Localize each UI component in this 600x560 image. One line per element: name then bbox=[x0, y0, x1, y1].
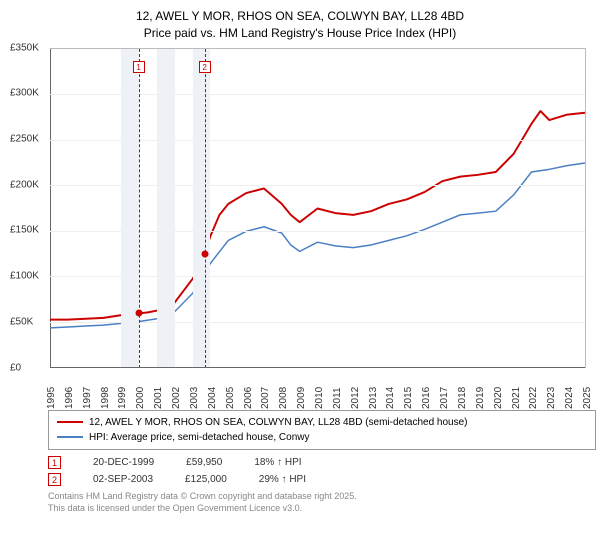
transaction-vline bbox=[205, 49, 206, 368]
transaction-row-1: 1 20-DEC-1999 £59,950 18% ↑ HPI bbox=[48, 456, 590, 469]
x-tick-label: 2022 bbox=[528, 386, 539, 408]
transaction-marker bbox=[135, 309, 142, 316]
x-tick-label: 2005 bbox=[225, 386, 236, 408]
y-tick-label: £150K bbox=[10, 225, 39, 236]
transaction-price-2: £125,000 bbox=[185, 474, 227, 485]
x-tick-label: 2000 bbox=[135, 386, 146, 408]
x-tick-label: 2012 bbox=[350, 386, 361, 408]
x-tick-label: 2008 bbox=[278, 386, 289, 408]
year-band bbox=[157, 49, 175, 368]
transaction-vbadge: 1 bbox=[133, 61, 145, 73]
legend-swatch-property bbox=[57, 421, 83, 423]
x-tick-label: 2016 bbox=[421, 386, 432, 408]
legend-item-property: 12, AWEL Y MOR, RHOS ON SEA, COLWYN BAY,… bbox=[57, 415, 587, 430]
attribution-line1: Contains HM Land Registry data © Crown c… bbox=[48, 490, 590, 503]
y-tick-label: £50K bbox=[10, 316, 33, 327]
y-tick-label: £100K bbox=[10, 271, 39, 282]
year-band bbox=[193, 49, 211, 368]
transaction-badge-1: 1 bbox=[48, 456, 61, 469]
title-block: 12, AWEL Y MOR, RHOS ON SEA, COLWYN BAY,… bbox=[10, 8, 590, 42]
legend: 12, AWEL Y MOR, RHOS ON SEA, COLWYN BAY,… bbox=[48, 410, 596, 450]
x-tick-label: 2013 bbox=[368, 386, 379, 408]
y-tick-label: £300K bbox=[10, 88, 39, 99]
transaction-date-1: 20-DEC-1999 bbox=[93, 457, 154, 468]
x-tick-label: 2015 bbox=[403, 386, 414, 408]
legend-label-property: 12, AWEL Y MOR, RHOS ON SEA, COLWYN BAY,… bbox=[89, 415, 468, 430]
legend-swatch-hpi bbox=[57, 436, 83, 438]
x-tick-label: 2023 bbox=[546, 386, 557, 408]
x-tick-label: 2001 bbox=[153, 386, 164, 408]
x-tick-label: 1997 bbox=[82, 386, 93, 408]
x-tick-label: 2020 bbox=[493, 386, 504, 408]
x-tick-label: 1995 bbox=[46, 386, 57, 408]
x-tick-label: 2014 bbox=[385, 386, 396, 408]
x-tick-label: 1996 bbox=[64, 386, 75, 408]
y-tick-label: £0 bbox=[10, 362, 21, 373]
transaction-delta-1: 18% ↑ HPI bbox=[254, 457, 301, 468]
chart-container: 12, AWEL Y MOR, RHOS ON SEA, COLWYN BAY,… bbox=[0, 0, 600, 521]
x-axis-labels: 1995199619971998199920002001200220032004… bbox=[50, 372, 586, 402]
x-tick-label: 2019 bbox=[475, 386, 486, 408]
x-tick-label: 2018 bbox=[457, 386, 468, 408]
y-tick-label: £250K bbox=[10, 134, 39, 145]
x-tick-label: 1998 bbox=[100, 386, 111, 408]
x-tick-label: 2011 bbox=[332, 387, 343, 409]
transaction-vline bbox=[139, 49, 140, 368]
transaction-marker bbox=[201, 250, 208, 257]
title-subtitle: Price paid vs. HM Land Registry's House … bbox=[10, 25, 590, 42]
x-tick-label: 2010 bbox=[314, 386, 325, 408]
chart-area: 12 1995199619971998199920002001200220032… bbox=[10, 48, 590, 402]
y-tick-label: £200K bbox=[10, 179, 39, 190]
x-tick-label: 2004 bbox=[207, 386, 218, 408]
x-tick-label: 2009 bbox=[296, 386, 307, 408]
transaction-price-1: £59,950 bbox=[186, 457, 222, 468]
x-tick-label: 2024 bbox=[564, 386, 575, 408]
legend-label-hpi: HPI: Average price, semi-detached house,… bbox=[89, 430, 310, 445]
attribution-line2: This data is licensed under the Open Gov… bbox=[48, 502, 590, 515]
x-tick-label: 2006 bbox=[243, 386, 254, 408]
x-tick-label: 1999 bbox=[117, 386, 128, 408]
y-tick-label: £350K bbox=[10, 42, 39, 53]
x-tick-label: 2007 bbox=[260, 386, 271, 408]
x-tick-label: 2002 bbox=[171, 386, 182, 408]
year-band bbox=[121, 49, 139, 368]
transaction-delta-2: 29% ↑ HPI bbox=[259, 474, 306, 485]
x-tick-label: 2017 bbox=[439, 386, 450, 408]
legend-item-hpi: HPI: Average price, semi-detached house,… bbox=[57, 430, 587, 445]
x-tick-label: 2025 bbox=[582, 386, 593, 408]
title-address: 12, AWEL Y MOR, RHOS ON SEA, COLWYN BAY,… bbox=[10, 8, 590, 25]
plot-region: 12 bbox=[50, 48, 586, 368]
attribution: Contains HM Land Registry data © Crown c… bbox=[48, 490, 590, 515]
transaction-row-2: 2 02-SEP-2003 £125,000 29% ↑ HPI bbox=[48, 473, 590, 486]
transaction-vbadge: 2 bbox=[199, 61, 211, 73]
transaction-badge-2: 2 bbox=[48, 473, 61, 486]
transaction-date-2: 02-SEP-2003 bbox=[93, 474, 153, 485]
x-tick-label: 2003 bbox=[189, 386, 200, 408]
x-tick-label: 2021 bbox=[511, 386, 522, 408]
